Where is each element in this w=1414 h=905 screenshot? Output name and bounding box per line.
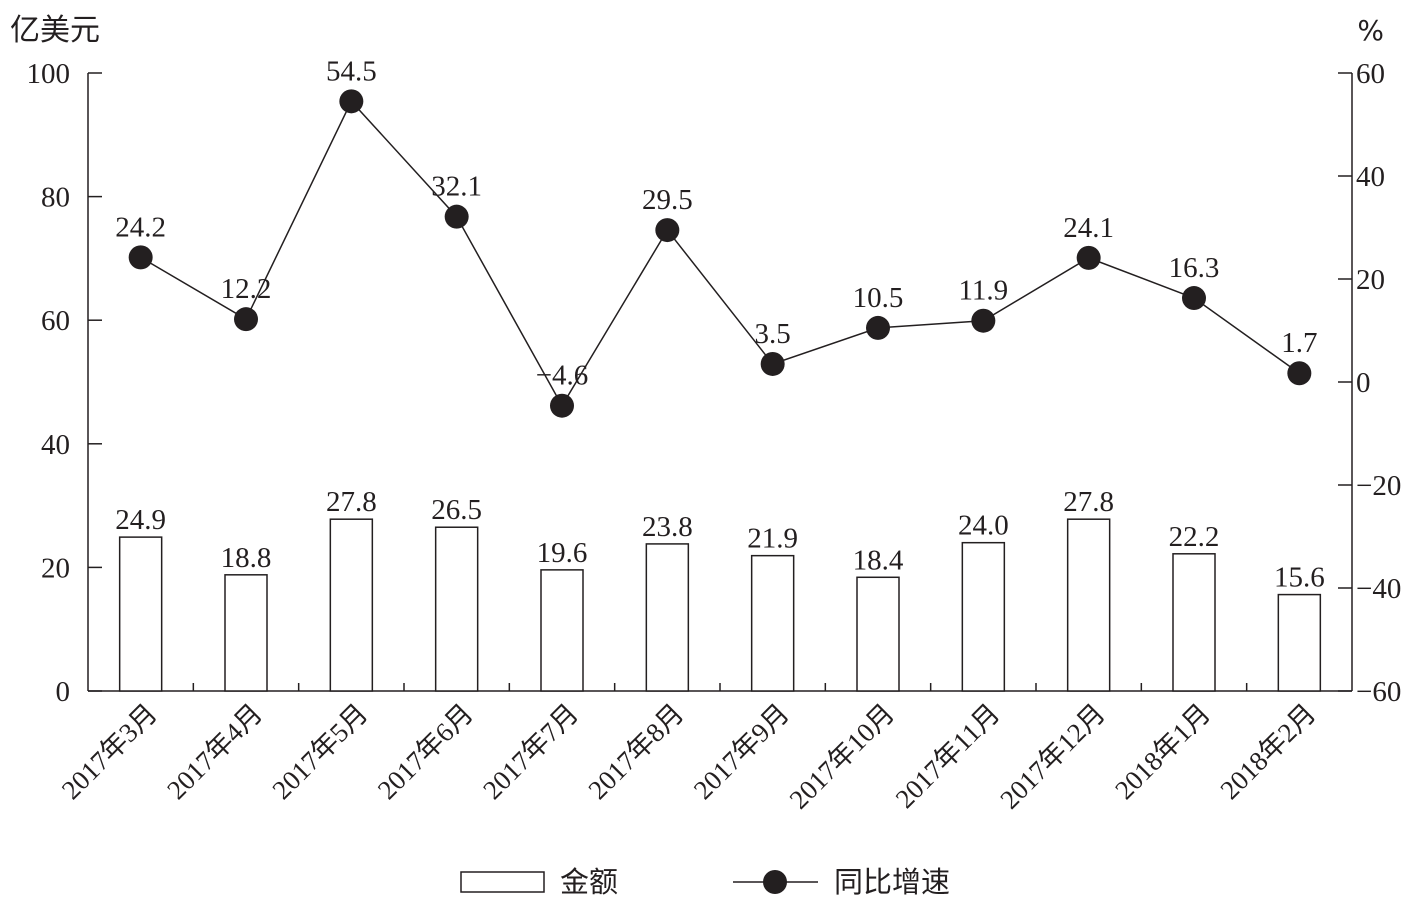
x-tick-label: 2017年7月 xyxy=(477,698,584,805)
growth-point xyxy=(444,204,469,229)
growth-value-label: −4.6 xyxy=(536,360,589,392)
bar-value-label: 24.9 xyxy=(115,504,166,536)
y-left-tick-label: 0 xyxy=(56,676,71,708)
growth-point xyxy=(1182,286,1206,311)
bar-value-label: 27.8 xyxy=(1063,486,1114,518)
growth-point xyxy=(339,89,364,114)
growth-value-label: 16.3 xyxy=(1169,252,1220,284)
growth-line xyxy=(140,100,1300,408)
x-tick-label: 2018年1月 xyxy=(1109,698,1216,805)
bar-value-label: 18.4 xyxy=(853,544,904,576)
x-tick-label: 2017年12月 xyxy=(994,698,1111,815)
growth-value-label: 11.9 xyxy=(958,275,1008,307)
x-tick-label: 2017年11月 xyxy=(890,698,1006,814)
bar-value-label: 15.6 xyxy=(1274,562,1325,594)
y-right-tick-label: 40 xyxy=(1356,161,1385,193)
growth-point xyxy=(1287,361,1312,386)
x-tick-label: 2017年9月 xyxy=(688,698,795,805)
y-right-tick-label: −20 xyxy=(1356,470,1401,502)
legend-bar-swatch xyxy=(460,871,545,893)
bar xyxy=(856,576,900,692)
x-tick-label: 2017年8月 xyxy=(582,698,689,805)
x-tick-label: 2017年10月 xyxy=(784,698,901,815)
bar xyxy=(434,526,479,692)
y-left-axis-label: 亿美元 xyxy=(10,13,100,48)
growth-point xyxy=(234,307,258,332)
x-tick-label: 2017年4月 xyxy=(161,698,268,805)
y-right-tick-label: 20 xyxy=(1356,264,1385,296)
growth-value-label: 3.5 xyxy=(755,318,791,350)
bar xyxy=(1277,593,1322,692)
bar-value-label: 18.8 xyxy=(221,542,272,574)
y-right-tick-label: 0 xyxy=(1356,367,1371,399)
x-tick-label: 2017年3月 xyxy=(56,698,163,805)
growth-value-label: 24.2 xyxy=(115,211,166,243)
legend-bar-label: 金额 xyxy=(560,865,618,899)
y-left-tick-label: 80 xyxy=(41,182,70,214)
bar-value-label: 26.5 xyxy=(431,494,482,526)
bar-value-label: 19.6 xyxy=(537,537,588,569)
growth-value-label: 24.1 xyxy=(1063,212,1114,244)
bar xyxy=(961,541,1006,692)
growth-point xyxy=(128,245,153,270)
y-right-tick-label: −40 xyxy=(1356,573,1401,605)
bar xyxy=(645,543,690,692)
bar xyxy=(540,569,584,692)
bar-value-label: 21.9 xyxy=(747,523,798,555)
y-left-tick-label: 100 xyxy=(27,58,71,90)
bar xyxy=(224,574,268,692)
x-tick-label: 2017年5月 xyxy=(266,698,373,805)
growth-value-label: 12.2 xyxy=(221,273,272,305)
legend-line-label: 同比增速 xyxy=(834,865,950,899)
bar xyxy=(1172,553,1216,692)
growth-value-label: 29.5 xyxy=(642,184,693,216)
y-left-tick-label: 60 xyxy=(41,305,70,337)
y-right-tick-label: −60 xyxy=(1356,676,1401,708)
growth-point xyxy=(655,218,680,243)
growth-value-label: 32.1 xyxy=(431,171,482,203)
growth-point xyxy=(1076,245,1101,270)
bar-value-label: 27.8 xyxy=(326,486,377,518)
y-left-tick-label: 20 xyxy=(41,552,70,584)
bar-value-label: 23.8 xyxy=(642,511,693,543)
x-tick-label: 2017年6月 xyxy=(372,698,479,805)
bar-value-label: 24.0 xyxy=(958,510,1009,542)
growth-value-label: 54.5 xyxy=(326,55,377,87)
y-right-tick-label: 60 xyxy=(1356,58,1385,90)
growth-value-label: 1.7 xyxy=(1281,327,1317,359)
legend-line-marker xyxy=(763,870,787,894)
growth-point xyxy=(971,308,996,333)
bar-value-label: 22.2 xyxy=(1169,521,1220,553)
bar xyxy=(118,536,163,692)
y-left-tick-label: 40 xyxy=(41,429,70,461)
growth-point xyxy=(866,315,890,340)
growth-value-label: 10.5 xyxy=(853,282,904,314)
y-right-axis-label: % xyxy=(1357,14,1384,47)
x-tick-label: 2018年2月 xyxy=(1214,698,1321,805)
growth-point xyxy=(550,393,574,418)
growth-point xyxy=(760,351,785,376)
bar xyxy=(1066,518,1111,692)
bar xyxy=(329,518,374,692)
bar xyxy=(750,554,795,692)
